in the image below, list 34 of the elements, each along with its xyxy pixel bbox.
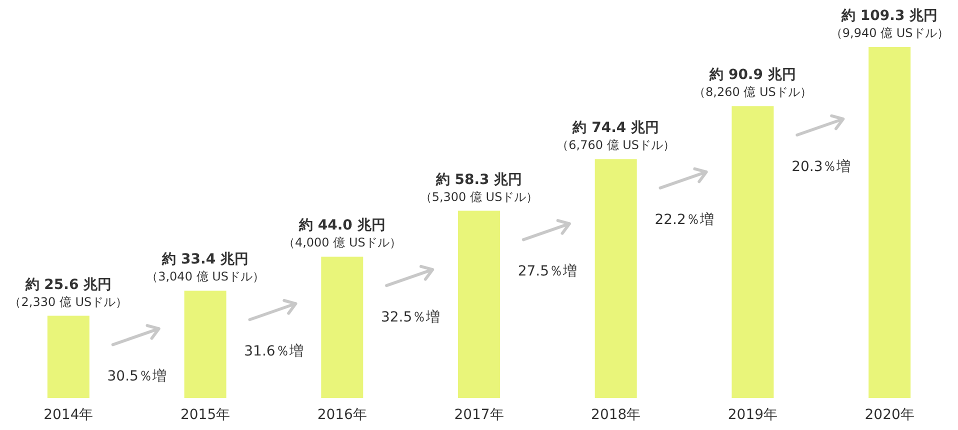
x-tick-label: 2019年 [728, 407, 778, 423]
x-tick-label: 2017年 [454, 407, 504, 423]
data-label: 約 74.4 兆円 [572, 120, 660, 136]
data-label: 約 90.9 兆円 [708, 67, 796, 84]
data-label: 約 58.3 兆円 [434, 172, 522, 188]
data-label: 約 109.3 兆円 [840, 8, 938, 24]
annotation: （9,940 億 USドル） [830, 26, 949, 40]
annotation: （6,760 億 USドル） [556, 138, 676, 152]
annotation: （2,330 億 USドル） [9, 294, 128, 309]
annotation: （3,040 億 USドル） [146, 270, 264, 284]
annotation: （5,300 億 USドル） [420, 190, 538, 204]
annotation: 20.3％増 [792, 158, 851, 175]
bar [594, 159, 637, 398]
data-label: 約 33.4 兆円 [161, 252, 248, 268]
x-tick-label: 2014年 [44, 407, 94, 423]
bar [458, 210, 500, 398]
bar [868, 47, 911, 398]
data-label: 約 25.6 兆円 [24, 276, 112, 293]
annotation: 31.6％増 [244, 342, 304, 360]
annotation: 30.5％増 [107, 368, 166, 385]
x-tick-label: 2016年 [317, 407, 367, 423]
annotation: 22.2％増 [654, 210, 714, 228]
bar [184, 290, 226, 398]
x-tick-label: 2018年 [591, 407, 641, 423]
data-label: 約 44.0 兆円 [298, 218, 386, 234]
x-tick-label: 2015年 [180, 407, 230, 423]
annotation: 32.5％増 [380, 308, 440, 326]
annotation: 27.5％増 [518, 262, 578, 280]
bar [47, 316, 90, 398]
bar [732, 106, 774, 398]
annotation: （8,260 億 USドル） [694, 85, 812, 100]
annotation: （4,000 億 USドル） [282, 236, 402, 250]
bar [321, 256, 364, 398]
x-tick-label: 2020年 [864, 407, 914, 423]
